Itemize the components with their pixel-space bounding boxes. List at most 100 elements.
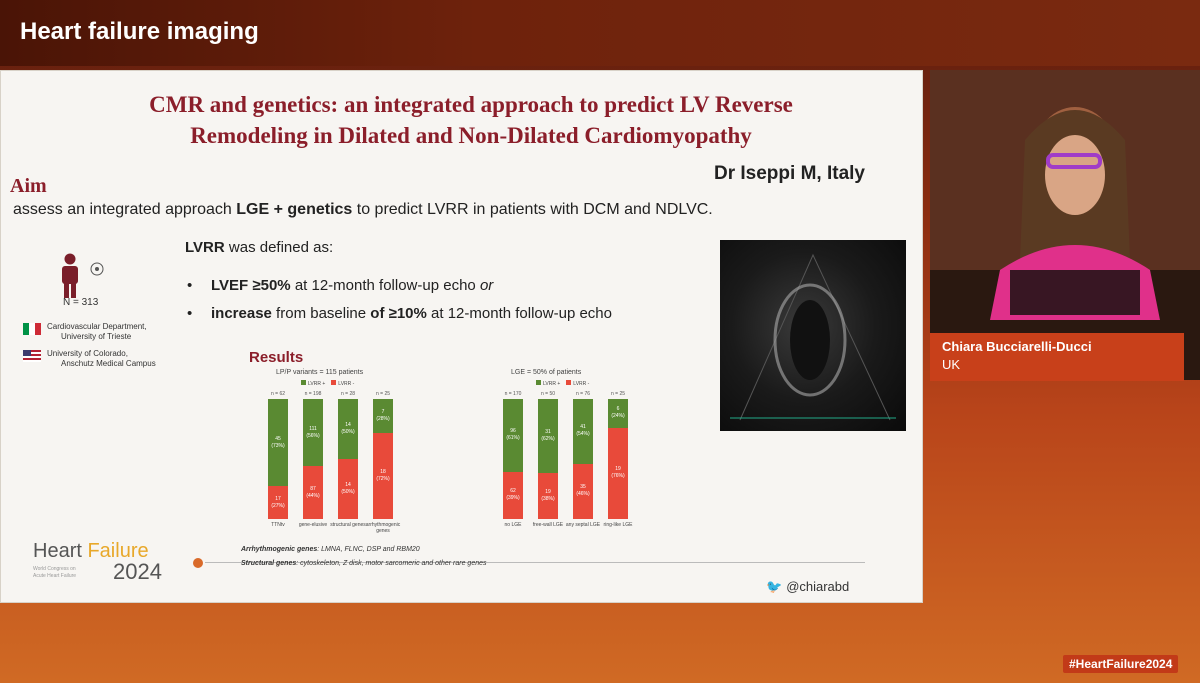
twitter-bird-icon: 🐦 [766, 579, 783, 594]
heart-failure-2024-logo: Heart Failure 2024 World Congress on Acut… [33, 540, 162, 585]
bar-segment-lvrr-yes: 6 (24%) [608, 399, 628, 428]
results-label: Results [249, 349, 304, 366]
author: Dr Iseppi M, Italy [714, 163, 865, 184]
n-label: N = 313 [63, 297, 99, 308]
bar-stack: n = 25 7 (28%) 18 (72%) arrhythmogenic genes [366, 391, 400, 534]
institution-colorado-line2: Anschutz Medical Campus [61, 359, 156, 368]
aim-text: assess an integrated approach LGE + gene… [13, 201, 713, 219]
lvrr-term: LVRR [185, 239, 225, 256]
legend-swatch [566, 380, 572, 385]
bar-category-label: structural genes [330, 522, 366, 528]
lvrr-rest: was defined as: [224, 239, 334, 256]
chart-legend: LVRR + LVRR - [536, 380, 589, 387]
us-flag-icon [23, 350, 41, 362]
bar-value: 45 [275, 435, 281, 442]
header-bar: Heart failure imaging [0, 0, 1200, 66]
bar-percent: (24%) [611, 413, 625, 420]
bar-value: 31 [545, 429, 551, 436]
echocardiogram-image [720, 240, 906, 431]
bar-value: 62 [510, 488, 516, 495]
bar-category-label: free-wall LGE [532, 522, 564, 528]
footer-divider [205, 562, 865, 563]
bar-category-label: gene-elusive [298, 522, 328, 528]
bar-value: 14 [345, 422, 351, 428]
footnote1-bold: Arrhythmogenic genes [241, 546, 318, 553]
bar-segment-lvrr-yes: 45 (73%) [268, 399, 288, 487]
institution-trieste: Cardiovascular Department, University of… [47, 322, 147, 342]
footnote1-rest: : LMNA, FLNC, DSP and RBM20 [317, 546, 420, 553]
criterion-1-rest: at 12-month follow-up echo [290, 277, 480, 294]
bar-value: 19 [615, 466, 621, 473]
bar-percent: (46%) [576, 491, 590, 498]
bar-segment-lvrr-no: 17 (27%) [268, 486, 288, 519]
bar-percent: (50%) [341, 489, 355, 495]
bar-n-label: n = 28 [340, 391, 356, 397]
bar-percent: (61%) [506, 435, 520, 442]
criterion-1: • LVEF ≥50% at 12-month follow-up echo or [187, 277, 494, 294]
bar-value: 96 [510, 428, 516, 435]
presentation-slide: CMR and genetics: an integrated approach… [0, 70, 923, 603]
bar-category-label: TTNtv [271, 522, 285, 528]
criterion-1-or: or [479, 277, 494, 294]
institution-colorado-line1: University of Colorado, [47, 349, 128, 358]
footnote-arrhythmogenic: Arrhythmogenic genes: LMNA, FLNC, DSP an… [241, 546, 420, 553]
logo-sub1: World Congress on [33, 566, 76, 572]
bar-category-label: no LGE [504, 522, 522, 528]
slide-title-line2: Remodeling in Dilated and Non-Dilated Ca… [190, 123, 752, 148]
bar-segment-lvrr-no: 19 (76%) [608, 427, 628, 519]
slide-title-line1: CMR and genetics: an integrated approach… [149, 92, 793, 117]
bar-value: 19 [545, 489, 551, 496]
bar-segment-lvrr-no: 18 (72%) [373, 432, 393, 519]
bar-percent: (44%) [306, 492, 320, 499]
bar-percent: (62%) [541, 436, 555, 443]
chart-title: LP/P variants = 115 patients [276, 369, 364, 376]
italy-flag-icon [23, 323, 41, 335]
bar-value: 18 [380, 468, 386, 475]
bar-stack: n = 25 6 (24%) 19 (76%) ring-like LGE [604, 391, 633, 528]
slide-title: CMR and genetics: an integrated approach… [41, 89, 901, 151]
speaker-country: UK [942, 357, 961, 372]
legend-swatch [331, 380, 337, 385]
criterion-2-rest: at 12-month follow-up echo [426, 305, 612, 322]
event-hashtag: #HeartFailure2024 [1063, 655, 1179, 673]
bar-value: 14 [345, 482, 351, 488]
bar-value: 35 [580, 484, 586, 491]
bar-stack: n = 28 14 (50%) 14 (50%) structural genes [330, 391, 366, 528]
bar-n-label: n = 25 [610, 391, 626, 397]
bar-stack: n = 50 31 (62%) 19 (38%) free-wall LGE [533, 391, 563, 528]
bar-percent: (39%) [506, 495, 520, 502]
criterion-2-mid: from baseline [271, 305, 371, 322]
aim-text-pre: assess an integrated approach [13, 201, 237, 218]
bar-value: 87 [310, 485, 316, 492]
legend-swatch [301, 380, 306, 385]
lvrr-definition: LVRR was defined as: [185, 239, 333, 256]
bar-percent: (72%) [376, 475, 390, 482]
speaker-lower-third: Chiara Bucciarelli-Ducci UK [930, 333, 1184, 381]
footnote2-bold: Structural genes [241, 560, 297, 567]
aim-text-post: to predict LVRR in patients with DCM and… [352, 201, 713, 218]
bar-percent: (56%) [306, 432, 320, 439]
institution-trieste-line1: Cardiovascular Department, [47, 322, 147, 331]
legend-item: LVRR - [566, 380, 589, 387]
bar-value: 7 [381, 408, 385, 415]
bar-n-label: n = 76 [575, 391, 591, 397]
bar-percent: (73%) [271, 442, 285, 449]
criterion-2: • increase from baseline of ≥10% at 12-mo… [187, 305, 612, 322]
bar-n-label: n = 170 [504, 391, 522, 397]
bar-segment-lvrr-yes: 41 (54%) [573, 399, 593, 464]
bar-segment-lvrr-yes: 96 (61%) [503, 399, 523, 472]
logo-dot [193, 558, 203, 568]
chart-legend: LVRR + LVRR - [301, 380, 354, 387]
bar-segment-lvrr-no: 14 (50%) [338, 459, 358, 519]
chart-title: LGE = 50% of patients [511, 369, 582, 376]
bar-value: 17 [275, 495, 281, 502]
bar-n-label: n = 50 [540, 391, 556, 397]
bar-value: 6 [616, 406, 620, 413]
criterion-2-bold2: of ≥10% [370, 305, 427, 322]
bar-segment-lvrr-yes: 111 (56%) [303, 399, 323, 467]
session-title: Heart failure imaging [20, 18, 259, 45]
aim-label: Aim [10, 175, 47, 197]
bar-segment-lvrr-yes: 7 (28%) [373, 399, 393, 433]
logo-year: 2024 [113, 559, 162, 584]
logo-word1: Heart [33, 540, 82, 562]
